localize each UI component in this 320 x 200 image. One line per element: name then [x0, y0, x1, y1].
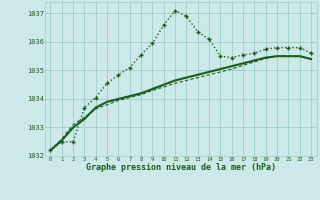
X-axis label: Graphe pression niveau de la mer (hPa): Graphe pression niveau de la mer (hPa)	[86, 163, 276, 172]
